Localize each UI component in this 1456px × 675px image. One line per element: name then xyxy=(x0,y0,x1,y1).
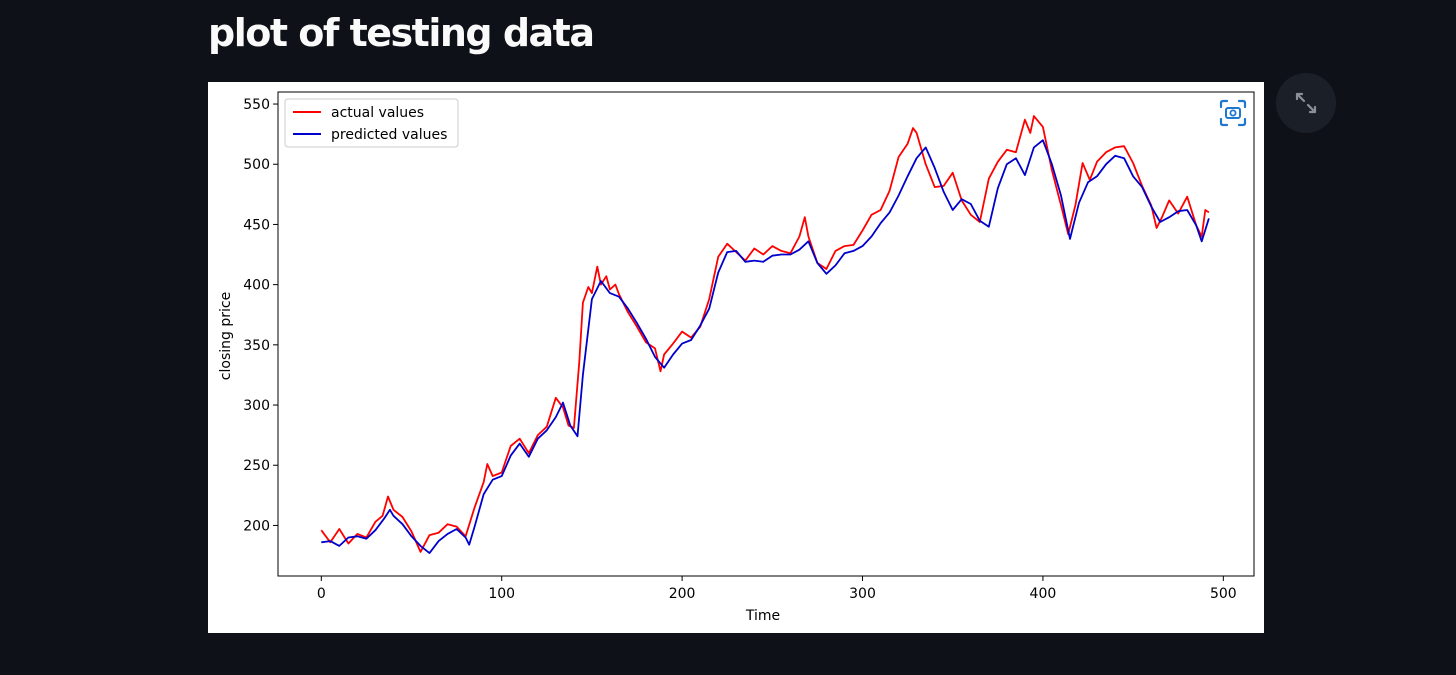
chart-container: 0 100 200 300 400 500 200 250 300 350 400 450 500 550… xyxy=(208,82,1264,633)
page-title: plot of testing data xyxy=(208,11,595,55)
y-tick-label: 550 xyxy=(243,97,270,113)
series-line-predicted xyxy=(321,139,1210,555)
y-tick-label: 500 xyxy=(243,157,270,173)
y-axis-label: closing price xyxy=(218,292,234,380)
camera-focus-icon xyxy=(1219,99,1247,127)
x-tick-label: 300 xyxy=(849,586,876,602)
legend-box xyxy=(284,98,459,148)
x-tick-label: 0 xyxy=(317,586,326,602)
x-tick-label: 500 xyxy=(1210,586,1237,602)
x-tick-label: 400 xyxy=(1030,586,1057,602)
fullscreen-button[interactable] xyxy=(1276,73,1336,133)
x-tick-label: 200 xyxy=(669,586,696,602)
y-tick-label: 300 xyxy=(243,398,270,414)
x-axis-label: Time xyxy=(745,608,780,624)
legend-label-actual: actual values xyxy=(331,105,424,121)
y-tick-label: 450 xyxy=(243,217,270,233)
line-chart: 0 100 200 300 400 500 200 250 300 350 400 450 500 550… xyxy=(218,91,1255,624)
fullscreen-expand-icon xyxy=(1295,92,1317,114)
y-tick-label: 200 xyxy=(243,518,270,534)
series-line-actual xyxy=(320,115,1210,553)
y-tick-label: 350 xyxy=(243,338,270,354)
y-tick-label: 400 xyxy=(243,278,270,294)
y-tick-label: 250 xyxy=(243,458,270,474)
x-tick-label: 100 xyxy=(488,586,515,602)
axes-frame xyxy=(277,91,1255,577)
screenshot-button[interactable] xyxy=(1218,98,1248,128)
legend-label-predicted: predicted values xyxy=(331,127,447,143)
